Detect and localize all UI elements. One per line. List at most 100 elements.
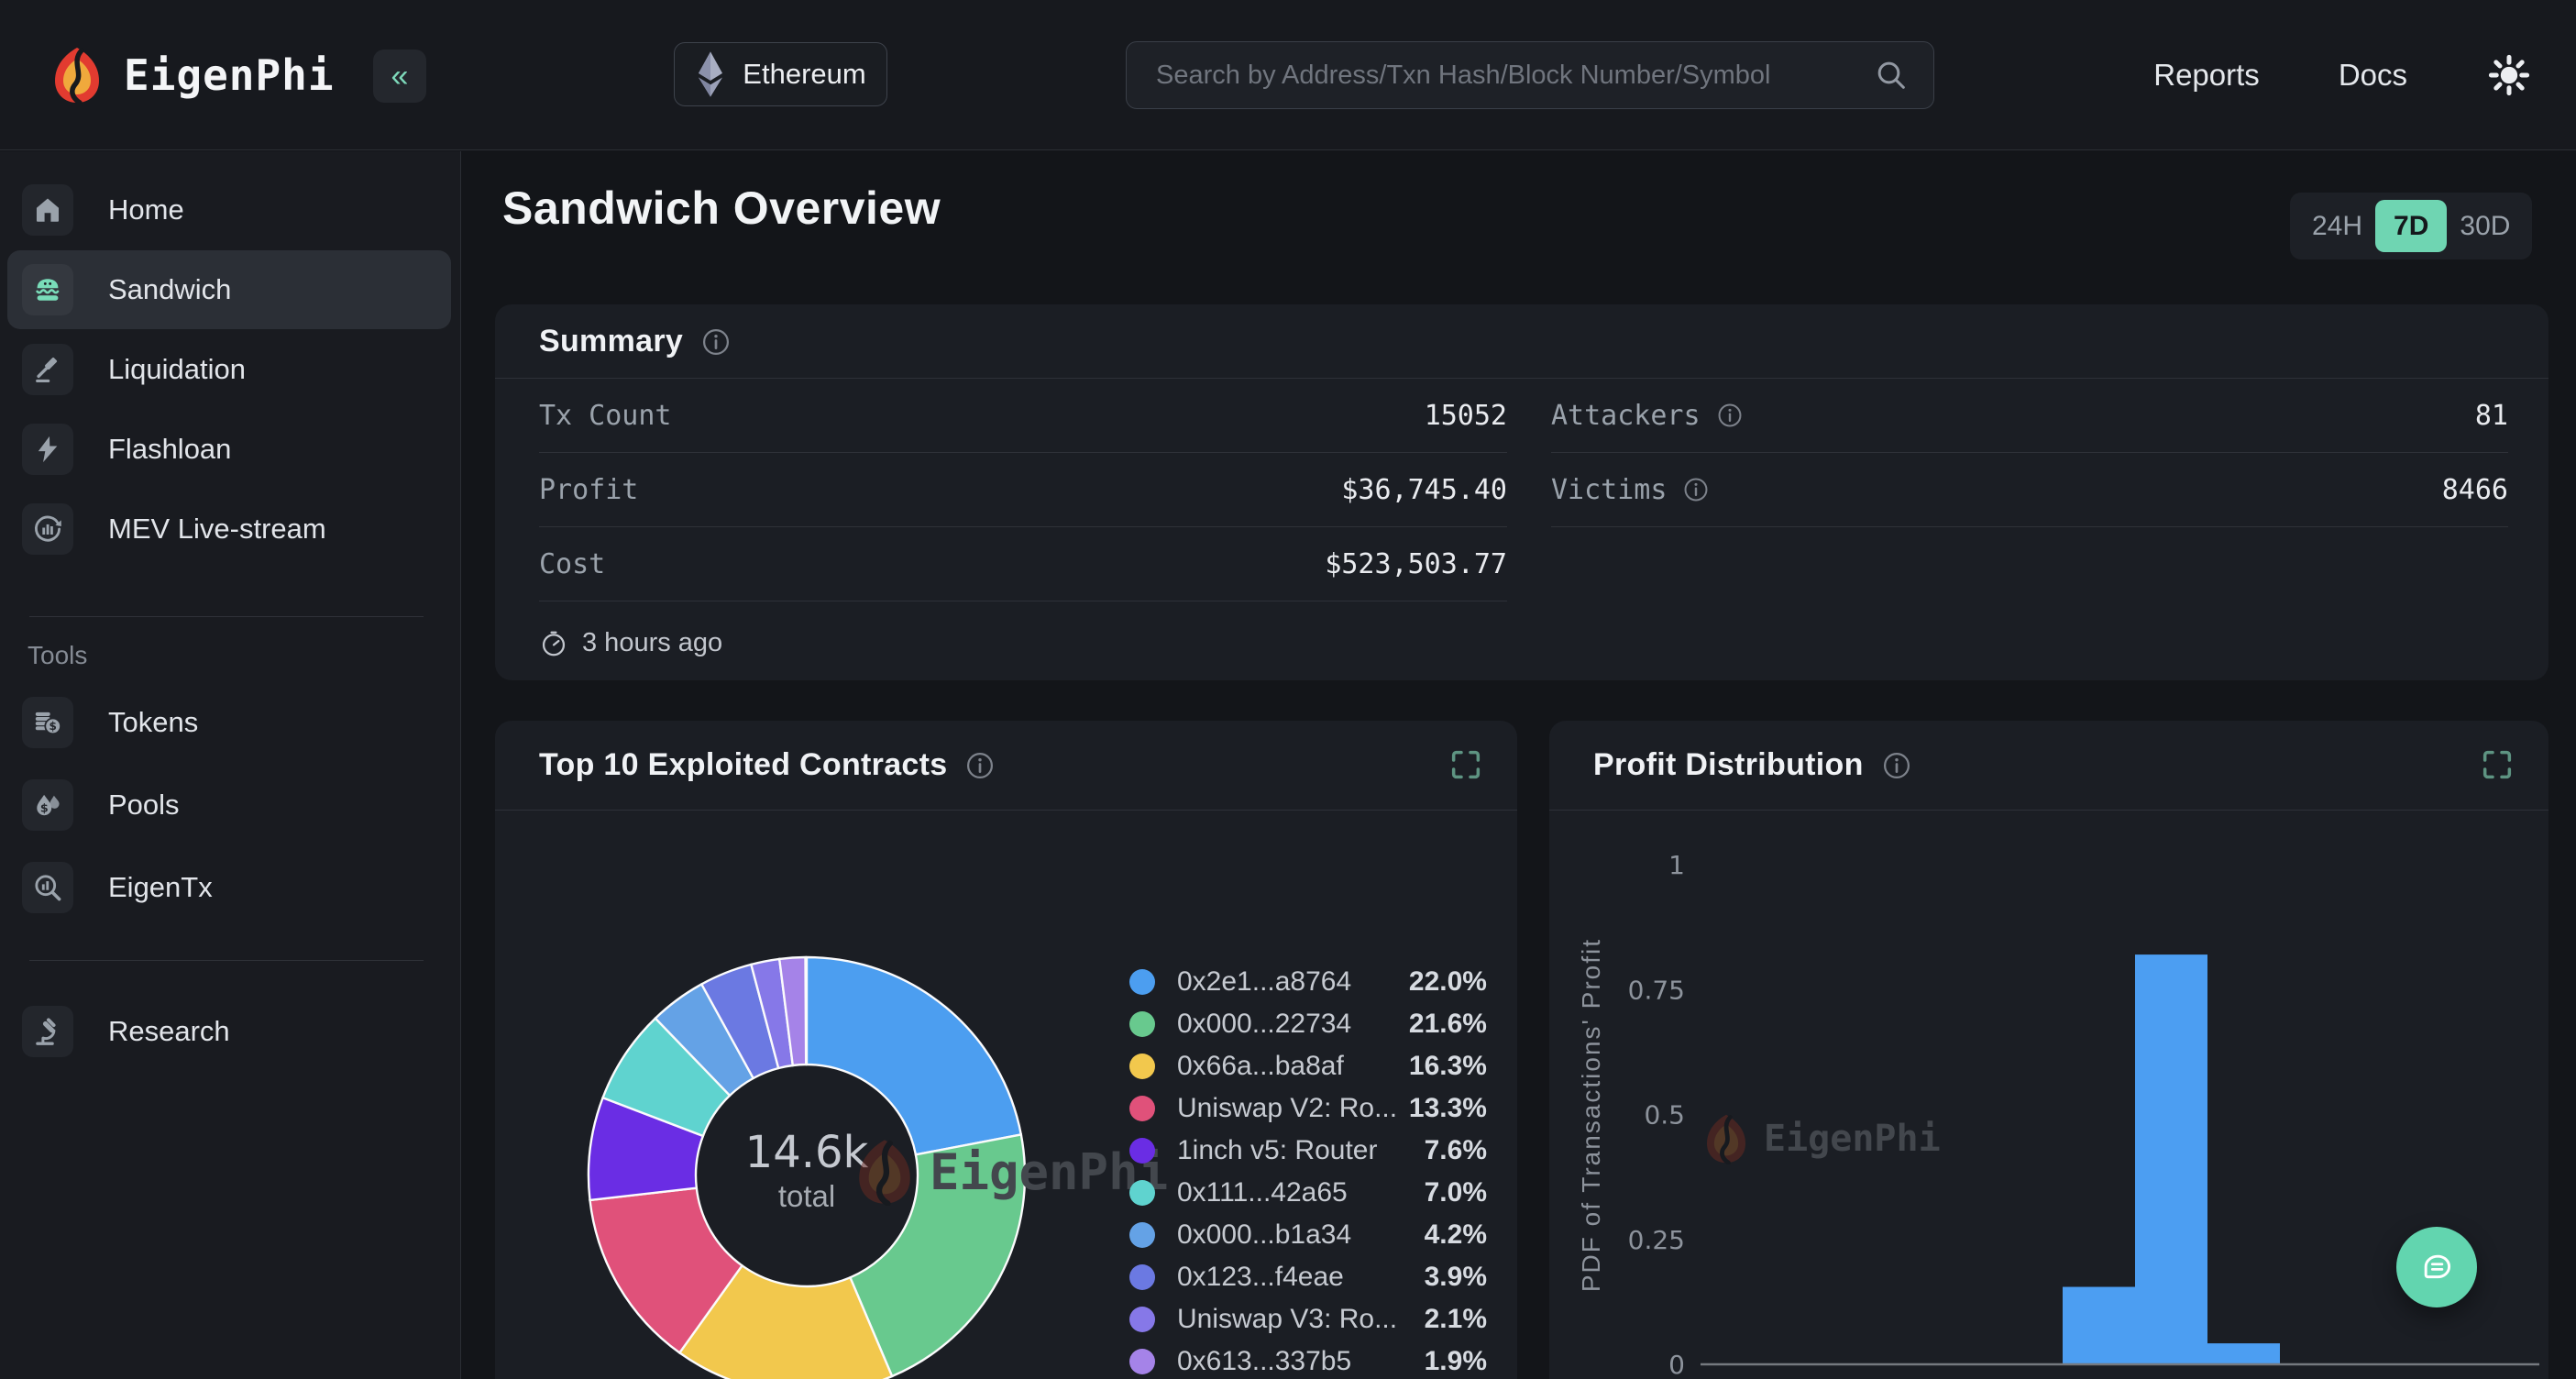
top-bar: EigenPhi « Ethereum Reports Docs <box>0 0 2576 150</box>
network-label: Ethereum <box>743 58 865 91</box>
summary-row-cost: Cost $523,503.77 <box>539 527 1507 601</box>
info-icon[interactable] <box>1681 475 1711 504</box>
sidebar-collapse-button[interactable]: « <box>373 50 426 103</box>
summary-row-tx-count: Tx Count 15052 <box>539 379 1507 453</box>
donut-slice[interactable]: 0x2e1...a8764: 22.0% <box>807 957 1021 1154</box>
eigenphi-logo[interactable]: EigenPhi <box>50 0 335 150</box>
time-range-toggle: 24H7D30D <box>2290 193 2532 259</box>
sidebar-item-eigentx[interactable]: EigenTx <box>7 848 451 927</box>
sidebar-item-pools[interactable]: $ Pools <box>7 766 451 844</box>
info-icon[interactable] <box>699 325 732 359</box>
histogram-bar[interactable]: 0.82 <box>2135 954 2207 1364</box>
summary-value: $523,503.77 <box>1325 548 1507 580</box>
summary-label: Victims <box>1551 474 1711 506</box>
legend-percent: 2.1% <box>1425 1304 1487 1335</box>
search-icon <box>1873 57 1910 94</box>
nav-docs-link[interactable]: Docs <box>2339 58 2407 93</box>
legend-item[interactable]: 0x2e1...a8764 22.0% <box>1129 961 1487 1003</box>
sidebar-item-label: Liquidation <box>108 353 246 386</box>
nav-reports-link[interactable]: Reports <box>2153 58 2260 93</box>
legend-dot <box>1129 1349 1155 1374</box>
summary-row-victims: Victims 8466 <box>1551 453 2508 527</box>
legend-percent: 4.2% <box>1425 1219 1487 1251</box>
legend-percent: 13.3% <box>1409 1093 1487 1124</box>
sidebar-item-research[interactable]: Research <box>7 992 451 1071</box>
legend-label: 1inch v5: Router <box>1177 1135 1377 1166</box>
sidebar-item-liquidation[interactable]: Liquidation <box>7 330 451 409</box>
sidebar-item-flashloan[interactable]: Flashloan <box>7 410 451 489</box>
ethereum-icon <box>695 50 726 98</box>
legend-label: Uniswap V2: Ro... <box>1177 1093 1397 1124</box>
sandwich-icon <box>22 264 73 315</box>
legend-item[interactable]: 0x613...337b5 1.9% <box>1129 1340 1487 1379</box>
legend-dot <box>1129 1096 1155 1121</box>
y-tick-label: 1 <box>1668 850 1685 880</box>
histogram-bar[interactable]: 0.155 <box>2063 1287 2135 1364</box>
legend-item[interactable]: 0x66a...ba8af 16.3% <box>1129 1045 1487 1087</box>
legend-label: 0x000...22734 <box>1177 1009 1351 1040</box>
network-selector[interactable]: Ethereum <box>674 42 887 106</box>
drops-icon: $ <box>22 779 73 831</box>
legend-item[interactable]: 0x111...42a65 7.0% <box>1129 1172 1487 1214</box>
info-icon[interactable] <box>1715 401 1745 430</box>
global-search <box>1126 41 1934 109</box>
sun-icon <box>2486 52 2532 98</box>
legend-percent: 3.9% <box>1425 1262 1487 1293</box>
coins-icon: $ <box>22 697 73 748</box>
histogram-bar[interactable]: 0.042 <box>2207 1343 2280 1364</box>
summary-label: Attackers <box>1551 400 1745 432</box>
legend-item[interactable]: 1inch v5: Router 7.6% <box>1129 1130 1487 1172</box>
summary-right-column: Attackers 81 Victims 8466 <box>1551 379 2508 527</box>
legend-dot <box>1129 1307 1155 1332</box>
svg-text:$: $ <box>40 802 49 816</box>
y-tick-label: 0.5 <box>1644 1100 1685 1131</box>
top10-exploited-contracts-card: Top 10 Exploited Contracts 0x2e1...a8764… <box>495 721 1517 1379</box>
y-tick-label: 0.25 <box>1628 1225 1685 1255</box>
range-option-7d[interactable]: 7D <box>2375 200 2447 252</box>
theme-toggle-button[interactable] <box>2486 52 2532 98</box>
sidebar-divider <box>29 960 424 961</box>
legend-item[interactable]: Uniswap V2: Ro... 13.3% <box>1129 1087 1487 1130</box>
legend-label: 0x123...f4eae <box>1177 1262 1344 1293</box>
summary-title: Summary <box>539 324 683 359</box>
lightning-icon <box>22 424 73 475</box>
sidebar-item-mev-live-stream[interactable]: MEV Live-stream <box>7 490 451 568</box>
legend-label: 0x66a...ba8af <box>1177 1051 1344 1082</box>
legend-label: Uniswap V3: Ro... <box>1177 1304 1397 1335</box>
chat-support-button[interactable] <box>2396 1227 2477 1307</box>
live-stream-icon <box>22 503 73 555</box>
last-updated: 3 hours ago <box>539 628 722 658</box>
sidebar-item-label: Tokens <box>108 706 198 739</box>
search-input[interactable] <box>1156 61 1873 91</box>
summary-value: 81 <box>2475 400 2508 432</box>
legend-dot <box>1129 1180 1155 1206</box>
sidebar-item-label: Sandwich <box>108 273 231 306</box>
sidebar-item-label: MEV Live-stream <box>108 513 326 546</box>
svg-text:$: $ <box>50 720 57 733</box>
summary-row-profit: Profit $36,745.40 <box>539 453 1507 527</box>
legend-dot <box>1129 969 1155 995</box>
legend-item[interactable]: 0x000...22734 21.6% <box>1129 1003 1487 1045</box>
sidebar-section-heading: Tools <box>28 641 460 670</box>
legend-dot <box>1129 1222 1155 1248</box>
sidebar-item-sandwich[interactable]: Sandwich <box>7 250 451 329</box>
sidebar-item-tokens[interactable]: $ Tokens <box>7 683 451 762</box>
range-option-30d[interactable]: 30D <box>2447 211 2523 242</box>
range-option-24h[interactable]: 24H <box>2299 211 2375 242</box>
legend-dot <box>1129 1264 1155 1290</box>
sidebar-item-label: Research <box>108 1015 230 1048</box>
legend-item[interactable]: 0x123...f4eae 3.9% <box>1129 1256 1487 1298</box>
sidebar-item-home[interactable]: Home <box>7 171 451 249</box>
legend-percent: 1.9% <box>1425 1346 1487 1377</box>
summary-value: $36,745.40 <box>1341 474 1507 506</box>
legend-dot <box>1129 1054 1155 1079</box>
chat-bubble-icon <box>2413 1243 2460 1291</box>
gavel-icon <box>22 344 73 395</box>
legend-item[interactable]: Uniswap V3: Ro... 2.1% <box>1129 1298 1487 1340</box>
summary-value: 15052 <box>1425 400 1507 432</box>
legend-item[interactable]: 0x000...b1a34 4.2% <box>1129 1214 1487 1256</box>
microscope-icon <box>22 1006 73 1057</box>
summary-value: 8466 <box>2442 474 2508 506</box>
legend-percent: 21.6% <box>1409 1009 1487 1040</box>
summary-card: Summary Tx Count 15052Profit $36,745.40C… <box>495 304 2548 680</box>
